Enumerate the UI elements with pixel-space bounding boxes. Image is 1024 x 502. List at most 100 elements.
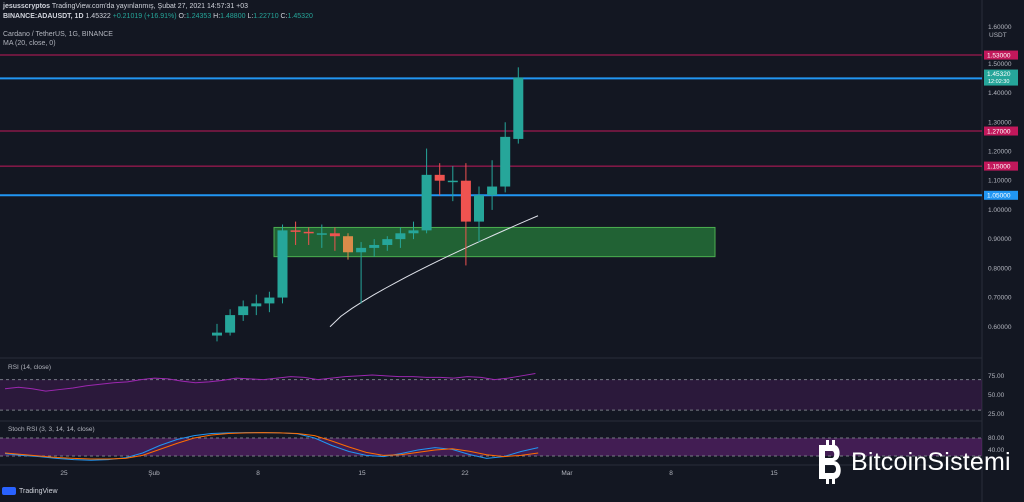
y-tick-label: 0.90000 bbox=[988, 236, 1012, 243]
candle-body bbox=[460, 180, 471, 222]
candle bbox=[264, 291, 275, 313]
candle-body bbox=[487, 186, 498, 196]
candle-body bbox=[316, 233, 327, 235]
last-price-timer: 12:02:30 bbox=[988, 79, 1009, 85]
close-value: 1.45320 bbox=[287, 13, 313, 20]
level-label: 1.15000 bbox=[987, 163, 1011, 170]
symbol-ohlc-line: BINANCE:ADAUSDT, 1D 1.45322 +0.21019 (+1… bbox=[3, 13, 313, 20]
last-price-label: 1.45320 bbox=[987, 71, 1011, 78]
candle bbox=[382, 236, 393, 251]
stoch-tick-label: 80.00 bbox=[988, 435, 1005, 442]
author-name[interactable]: jesusscryptos bbox=[3, 3, 51, 10]
y-tick-label: 0.70000 bbox=[988, 295, 1012, 302]
y-tick-label: 1.40000 bbox=[988, 90, 1012, 97]
bitcoinsistemi-text: BitcoinSistemi bbox=[851, 447, 1011, 476]
candle bbox=[395, 227, 406, 248]
x-tick-label: 25 bbox=[60, 470, 68, 477]
candle bbox=[290, 221, 301, 245]
level-label: 1.53000 bbox=[987, 52, 1011, 59]
candle-body bbox=[343, 236, 353, 253]
axis-top-value: 1.60000 bbox=[988, 24, 1012, 31]
price-change: +0.21019 (+16.91%) bbox=[112, 13, 177, 20]
tradingview-logo[interactable]: TradingView bbox=[2, 487, 58, 495]
candle-body bbox=[225, 315, 236, 333]
candle-body bbox=[251, 303, 262, 307]
level-label: 1.27000 bbox=[987, 128, 1011, 135]
candle-body bbox=[369, 244, 380, 248]
y-tick-label: 1.10000 bbox=[988, 178, 1012, 185]
stoch-rsi-legend[interactable]: Stoch RSI (3, 3, 14, 14, close) bbox=[8, 426, 95, 433]
candle bbox=[356, 242, 367, 304]
level-label: 1.05000 bbox=[987, 193, 1011, 200]
rsi-legend[interactable]: RSI (14, close) bbox=[8, 364, 51, 371]
candle bbox=[460, 163, 471, 266]
candle bbox=[277, 224, 288, 304]
ma-legend[interactable]: MA (20, close, 0) bbox=[3, 40, 56, 47]
candle bbox=[251, 294, 262, 316]
bitcoin-icon bbox=[819, 440, 841, 484]
candle-body bbox=[264, 297, 275, 304]
x-tick-label: 15 bbox=[358, 470, 366, 477]
stoch-tick-label: 40.00 bbox=[988, 447, 1005, 454]
x-tick-label: 8 bbox=[669, 470, 673, 477]
candle-body bbox=[238, 306, 249, 316]
candle-body bbox=[474, 195, 484, 222]
y-tick-label: 1.00000 bbox=[988, 207, 1012, 214]
level-label-bg bbox=[984, 161, 1018, 171]
candle bbox=[303, 227, 314, 245]
candle-body bbox=[421, 174, 432, 231]
candle-body bbox=[395, 233, 406, 240]
candle bbox=[434, 163, 445, 196]
candle bbox=[225, 309, 236, 336]
candle-body bbox=[329, 233, 340, 237]
candle-body bbox=[303, 231, 314, 234]
candle-body bbox=[447, 180, 458, 183]
candle bbox=[500, 122, 511, 193]
last-price-badge bbox=[984, 69, 1018, 86]
candle-body bbox=[290, 230, 301, 232]
stoch-d-line bbox=[4, 432, 539, 460]
candle bbox=[474, 186, 484, 243]
candle bbox=[408, 221, 419, 240]
chart-title: Cardano / TetherUS, 1G, BINANCE bbox=[3, 31, 113, 38]
candle bbox=[447, 166, 458, 202]
support-zone bbox=[273, 226, 716, 258]
rsi-tick-label: 50.00 bbox=[988, 392, 1005, 399]
y-tick-label: 1.20000 bbox=[988, 148, 1012, 155]
rsi-band bbox=[0, 379, 982, 411]
candle bbox=[238, 300, 249, 321]
y-tick-label: 1.30000 bbox=[988, 119, 1012, 126]
candle-body bbox=[212, 332, 222, 336]
published-info: TradingView.com'da yayınlanmış, Şubat 27… bbox=[51, 3, 249, 10]
last-price: 1.45322 bbox=[85, 13, 111, 20]
x-tick-label: 15 bbox=[770, 470, 778, 477]
candle-body bbox=[500, 136, 511, 187]
symbol-name[interactable]: BINANCE:ADAUSDT, 1D bbox=[3, 13, 84, 20]
candle bbox=[343, 233, 353, 260]
bitcoinsistemi-watermark: BitcoinSistemi bbox=[815, 440, 1011, 484]
published-line: jesusscryptos TradingView.com'da yayınla… bbox=[3, 3, 248, 10]
candle bbox=[316, 224, 327, 248]
y-tick-label: 1.50000 bbox=[988, 61, 1012, 68]
candle bbox=[212, 323, 222, 342]
low-value: 1.22710 bbox=[253, 13, 279, 20]
level-label-bg bbox=[984, 50, 1018, 60]
candle-body bbox=[408, 230, 419, 234]
x-tick-label: 8 bbox=[256, 470, 260, 477]
high-value: 1.48800 bbox=[220, 13, 246, 20]
candle bbox=[513, 67, 524, 144]
x-tick-label: Şub bbox=[148, 470, 160, 477]
candle-body bbox=[356, 247, 367, 253]
candle-body bbox=[382, 239, 393, 245]
y-tick-label: 0.80000 bbox=[988, 265, 1012, 272]
stoch-band bbox=[0, 438, 982, 456]
tradingview-label: TradingView bbox=[19, 487, 58, 495]
x-tick-label: Mar bbox=[561, 470, 573, 477]
level-label-bg bbox=[984, 126, 1018, 136]
y-tick-label: 0.60000 bbox=[988, 324, 1012, 331]
rsi-tick-label: 75.00 bbox=[988, 373, 1005, 380]
candle bbox=[329, 227, 340, 251]
x-tick-label: 22 bbox=[461, 470, 469, 477]
candle bbox=[487, 160, 498, 210]
